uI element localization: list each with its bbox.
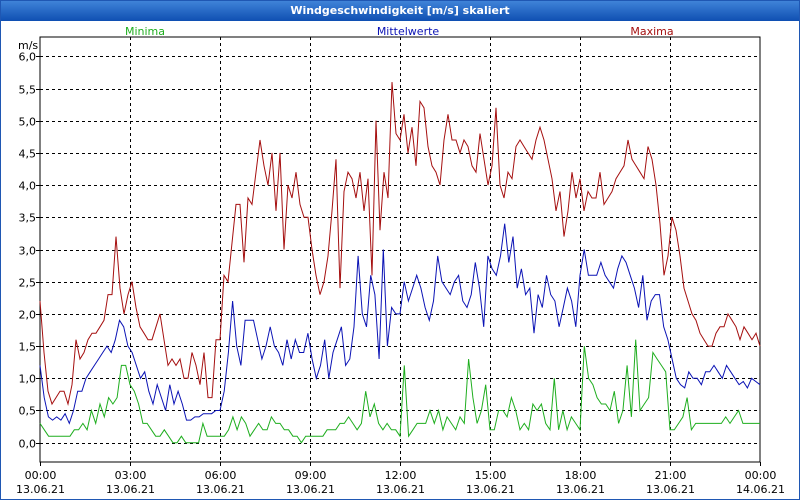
window-title: Windgeschwindigkeit [m/s] skaliert bbox=[1, 1, 799, 21]
x-tick-time: 15:00 bbox=[475, 469, 507, 482]
y-tick-label: 1,5 bbox=[19, 341, 37, 354]
x-tick-date: 13.06.21 bbox=[16, 483, 65, 496]
y-tick-label: 6,0 bbox=[19, 51, 37, 64]
x-tick-time: 03:00 bbox=[115, 469, 147, 482]
y-axis-unit: m/s bbox=[18, 39, 38, 52]
y-tick-label: 0,0 bbox=[19, 438, 37, 451]
y-tick-label: 0,5 bbox=[19, 405, 37, 418]
y-tick-label: 3,0 bbox=[19, 245, 37, 258]
y-tick-label: 3,5 bbox=[19, 212, 37, 225]
y-tick-label: 4,0 bbox=[19, 180, 37, 193]
x-tick-date: 13.06.21 bbox=[466, 483, 515, 496]
x-tick-time: 18:00 bbox=[565, 469, 597, 482]
y-tick-label: 2,0 bbox=[19, 309, 37, 322]
y-tick-label: 4,5 bbox=[19, 148, 37, 161]
x-tick-date: 13.06.21 bbox=[646, 483, 695, 496]
x-tick-time: 12:00 bbox=[385, 469, 417, 482]
y-tick-label: 1,0 bbox=[19, 373, 37, 386]
x-tick-date: 13.06.21 bbox=[196, 483, 245, 496]
x-tick-time: 00:00 bbox=[25, 469, 57, 482]
x-tick-date: 13.06.21 bbox=[556, 483, 605, 496]
y-tick-label: 5,0 bbox=[19, 116, 37, 129]
series-line-minima bbox=[39, 339, 760, 444]
series-line-maxima bbox=[39, 82, 761, 406]
y-tick-label: 2,5 bbox=[19, 277, 37, 290]
x-tick-date: 14.06.21 bbox=[736, 483, 785, 496]
x-tick-time: 06:00 bbox=[205, 469, 237, 482]
y-tick-label: 5,5 bbox=[19, 84, 37, 97]
legend-mittelwerte: Mittelwerte bbox=[377, 25, 440, 38]
x-tick-date: 13.06.21 bbox=[286, 483, 335, 496]
x-tick-time: 00:00 bbox=[745, 469, 777, 482]
x-tick-date: 13.06.21 bbox=[376, 483, 425, 496]
legend-minima: Minima bbox=[125, 25, 165, 38]
x-tick-time: 21:00 bbox=[655, 469, 687, 482]
x-tick-date: 13.06.21 bbox=[106, 483, 155, 496]
legend-maxima: Maxima bbox=[630, 25, 673, 38]
series-line-mittelwerte bbox=[39, 223, 761, 425]
x-tick-time: 09:00 bbox=[295, 469, 327, 482]
